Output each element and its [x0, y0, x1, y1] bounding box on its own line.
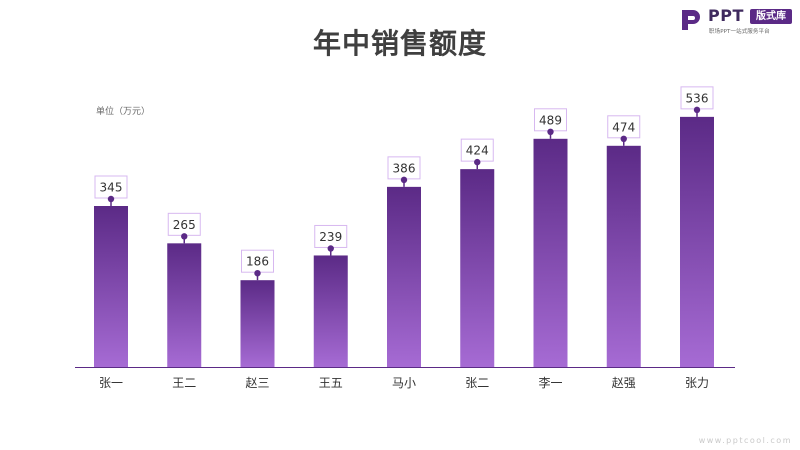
bar-8 [606, 145, 641, 367]
bars-group [94, 116, 714, 367]
logo-brand-text: PPT [708, 6, 744, 25]
bar-5 [387, 186, 421, 367]
marker-dot-5 [400, 176, 408, 184]
marker-dot-2 [181, 233, 188, 240]
value-label-9: 536 [686, 91, 709, 105]
bar-3 [240, 280, 275, 367]
logo-mark-icon [682, 10, 700, 30]
category-label-2: 王二 [172, 376, 196, 390]
marker-dot-7 [547, 128, 554, 135]
logo-tagline: 职场PPT一站式服务平台 [709, 29, 770, 35]
category-label-1: 张一 [99, 376, 123, 390]
category-labels-group: 张一 王二 赵三 王五 马小 张二 李一 赵强 张力 [99, 375, 709, 390]
value-label-2: 265 [173, 218, 196, 232]
category-label-7: 李一 [538, 375, 562, 390]
chart-title: 年中销售额度 [312, 27, 487, 60]
value-label-8: 474 [612, 120, 635, 134]
brand-logo: PPT 版式库 职场PPT一站式服务平台 [679, 8, 794, 38]
marker-dot-8 [620, 135, 627, 142]
marker-dot-1 [107, 195, 115, 203]
bar-4 [313, 255, 348, 367]
value-label-4: 239 [319, 230, 342, 244]
category-label-4: 王五 [319, 376, 343, 390]
bar-1 [94, 206, 128, 367]
marker-dot-3 [254, 270, 261, 277]
watermark: www.pptcool.com [698, 436, 792, 445]
category-label-8: 赵强 [612, 376, 636, 390]
value-label-5: 386 [393, 161, 416, 175]
value-label-3: 186 [246, 255, 269, 269]
bar-9 [680, 116, 714, 367]
bar-7 [533, 138, 568, 367]
value-labels-group: 345 265 186 239 386 424 489 474 536 [94, 86, 714, 281]
category-label-6: 张二 [465, 376, 489, 390]
marker-dot-4 [327, 245, 334, 252]
value-label-7: 489 [539, 113, 562, 127]
marker-dot-6 [474, 158, 481, 166]
bar-2 [167, 243, 202, 367]
marker-dot-9 [693, 106, 701, 114]
category-label-9: 张力 [685, 376, 709, 390]
logo-badge: 版式库 [750, 9, 792, 24]
category-label-5: 马小 [392, 376, 416, 390]
bar-6 [460, 169, 495, 367]
category-label-3: 赵三 [245, 376, 269, 390]
value-label-6: 424 [466, 144, 489, 158]
unit-label: 单位（万元） [96, 107, 151, 117]
value-label-1: 345 [100, 181, 123, 195]
